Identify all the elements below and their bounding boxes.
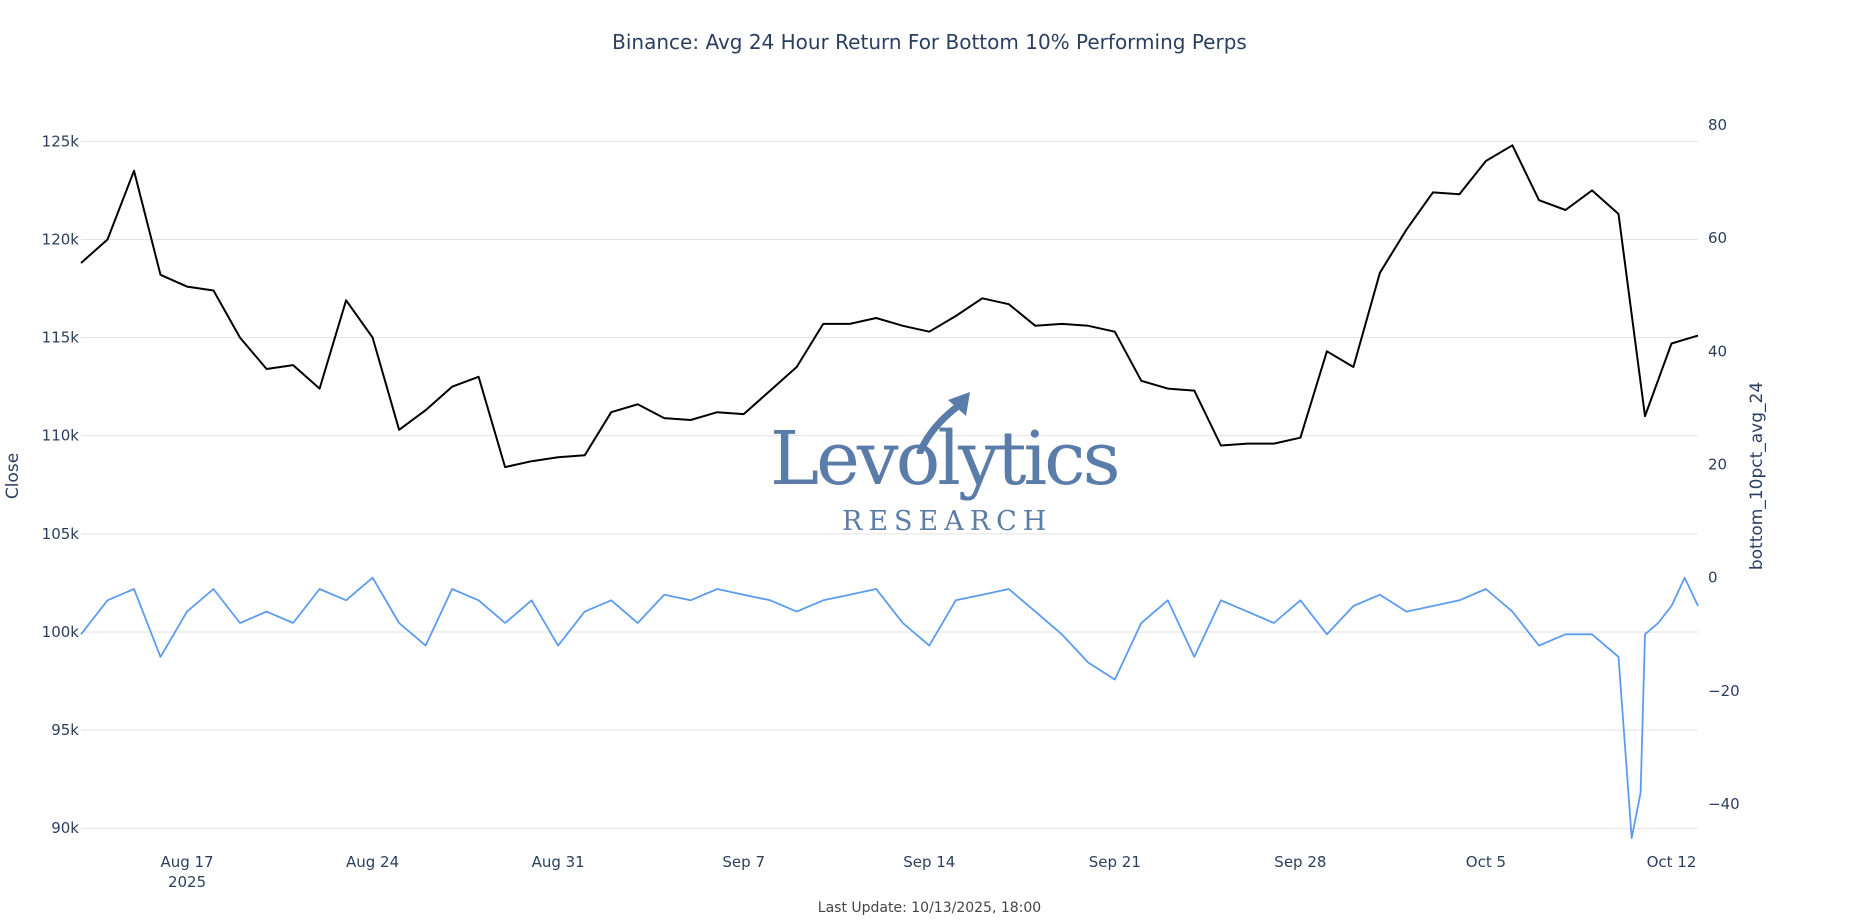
right-tick-label: 60 xyxy=(1708,229,1727,247)
last-update-text: Last Update: 10/13/2025, 18:00 xyxy=(817,900,1042,916)
close-price-line xyxy=(80,144,1699,469)
x-axis-ticks: Aug 17 2025 Aug 24 Aug 31 Sep 7 Sep 14 Sep 21 S… xyxy=(160,853,1696,891)
logo-wordmark: Levolytics xyxy=(770,416,1121,502)
logo-subtitle: RESEARCH xyxy=(842,506,1053,537)
x-tick-label: Aug 31 xyxy=(532,853,585,871)
gridlines xyxy=(81,140,1698,829)
series-layer xyxy=(80,144,1699,839)
left-tick-label: 100k xyxy=(42,623,80,641)
left-axis-ticks: 90k 95k 100k 105k 110k 115k 120k 125k xyxy=(42,132,80,837)
right-tick-label: −20 xyxy=(1708,682,1740,700)
right-tick-label: 0 xyxy=(1708,569,1718,587)
x-tick-year-label: 2025 xyxy=(168,873,206,891)
x-tick-label: Aug 17 xyxy=(160,853,213,871)
right-axis-ticks: −40 −20 0 20 40 60 80 xyxy=(1708,116,1740,813)
right-tick-label: 80 xyxy=(1708,116,1727,134)
x-tick-label: Sep 14 xyxy=(903,853,955,871)
right-tick-label: 20 xyxy=(1708,456,1727,474)
right-tick-label: −40 xyxy=(1708,795,1740,813)
chart-title: Binance: Avg 24 Hour Return For Bottom 1… xyxy=(612,30,1247,54)
left-tick-label: 120k xyxy=(42,230,80,248)
arrow-icon xyxy=(916,392,970,454)
x-tick-label: Aug 24 xyxy=(346,853,399,871)
left-tick-label: 105k xyxy=(42,525,80,543)
left-axis-label: Close xyxy=(3,453,23,499)
left-tick-label: 115k xyxy=(42,329,80,347)
x-tick-label: Oct 12 xyxy=(1647,853,1697,871)
right-tick-label: 40 xyxy=(1708,342,1727,360)
left-tick-label: 95k xyxy=(51,721,79,739)
x-tick-label: Oct 5 xyxy=(1466,853,1506,871)
left-tick-label: 125k xyxy=(42,132,80,150)
left-tick-label: 90k xyxy=(51,819,79,837)
levolytics-logo: Levolytics RESEARCH xyxy=(770,384,1121,544)
right-axis-label: bottom_10pct_avg_24 xyxy=(1747,382,1767,570)
x-tick-label: Sep 21 xyxy=(1089,853,1141,871)
left-tick-label: 110k xyxy=(42,427,80,445)
x-tick-label: Sep 28 xyxy=(1274,853,1326,871)
bottom-10pct-return-line xyxy=(80,576,1699,839)
x-tick-label: Sep 7 xyxy=(722,853,765,871)
